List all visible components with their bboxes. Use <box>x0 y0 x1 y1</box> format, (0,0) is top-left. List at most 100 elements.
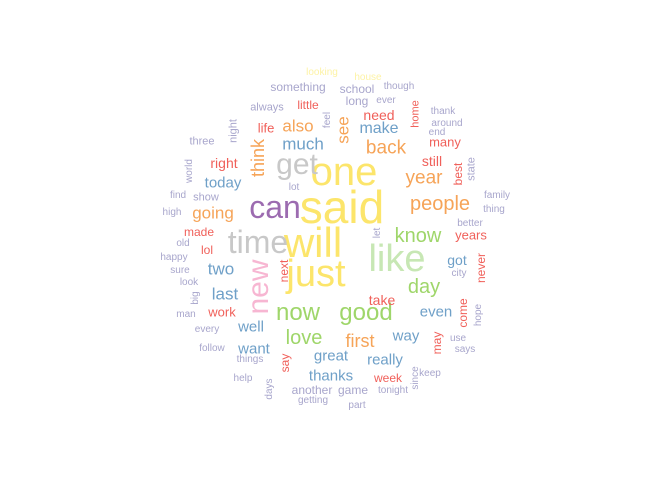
word-say: say <box>278 353 292 373</box>
word-years: years <box>455 227 487 243</box>
word-see: see <box>333 116 353 144</box>
word-day: day <box>407 276 441 298</box>
word-school: school <box>339 82 375 96</box>
word-said: said <box>299 181 385 233</box>
word-want: want <box>238 340 270 358</box>
word-two: two <box>207 259 235 279</box>
word-take: take <box>368 292 396 308</box>
word-high: high <box>162 207 182 218</box>
word-good: good <box>339 299 393 326</box>
word-new: new <box>242 259 275 315</box>
word-never: never <box>474 252 488 284</box>
word-lot: lot <box>288 182 300 193</box>
word-feel: feel <box>322 111 333 129</box>
word-thing: thing <box>483 204 505 215</box>
word-since: since <box>410 366 421 390</box>
word-three: three <box>189 135 215 148</box>
word-though: though <box>383 81 415 92</box>
word-man: man <box>176 309 196 320</box>
word-year: year <box>405 167 443 189</box>
word-home: home <box>409 100 422 128</box>
word-ever: ever <box>376 95 396 106</box>
word-follow: follow <box>199 343 225 354</box>
word-little: little <box>297 98 319 112</box>
word-well: well <box>238 318 264 336</box>
word-lol: lol <box>200 243 214 257</box>
word-much: much <box>282 134 324 154</box>
word-work: work <box>208 304 236 320</box>
word-love: love <box>285 327 323 349</box>
word-sure: sure <box>170 265 190 276</box>
word-happy: happy <box>160 252 188 263</box>
word-life: life <box>257 120 275 136</box>
word-around: around <box>431 118 463 129</box>
word-another: another <box>291 383 333 397</box>
word-end: end <box>428 127 446 138</box>
word-may: may <box>430 331 444 355</box>
word-now: now <box>275 299 321 326</box>
word-back: back <box>365 137 407 159</box>
word-also: also <box>282 116 314 136</box>
word-make: make <box>359 120 399 137</box>
word-night: night <box>227 119 240 143</box>
word-show: show <box>193 191 219 204</box>
word-use: use <box>449 333 467 344</box>
word-going: going <box>192 203 234 223</box>
word-will: will <box>283 219 343 266</box>
word-great: great <box>313 347 349 365</box>
word-first: first <box>345 331 375 351</box>
word-keep: keep <box>419 368 441 379</box>
word-family: family <box>483 190 511 201</box>
word-city: city <box>451 268 467 279</box>
word-big: big <box>190 291 201 305</box>
word-something: something <box>270 80 326 94</box>
word-know: know <box>394 225 442 247</box>
word-today: today <box>204 174 242 192</box>
word-next: next <box>277 259 291 283</box>
word-world: world <box>184 159 195 183</box>
word-even: even <box>419 303 453 321</box>
word-got: got <box>447 252 467 268</box>
word-tonight: tonight <box>377 385 409 396</box>
word-look: look <box>179 277 199 288</box>
word-says: says <box>454 344 476 355</box>
word-thank: thank <box>430 106 456 117</box>
word-get: get <box>276 148 318 181</box>
word-hope: hope <box>473 303 484 327</box>
word-made: made <box>183 225 215 239</box>
word-like: like <box>368 238 426 280</box>
word-think: think <box>248 138 268 178</box>
word-part: part <box>348 400 366 411</box>
word-getting: getting <box>297 395 329 406</box>
word-many: many <box>429 134 461 150</box>
word-can: can <box>249 189 301 225</box>
word-days: days <box>264 378 275 400</box>
word-every: every <box>194 324 220 335</box>
word-always: always <box>250 101 284 114</box>
word-help: help <box>233 373 253 384</box>
word-better: better <box>457 218 483 229</box>
word-come: come <box>456 298 470 328</box>
word-right: right <box>210 155 238 171</box>
word-really: really <box>367 351 403 369</box>
word-last: last <box>211 284 239 304</box>
word-game: game <box>337 383 369 397</box>
word-one: one <box>310 150 378 194</box>
word-thanks: thanks <box>308 367 354 385</box>
word-week: week <box>373 371 403 385</box>
word-people: people <box>409 193 471 215</box>
word-state: state <box>465 157 478 181</box>
word-house: house <box>354 72 382 83</box>
word-let: let <box>372 227 383 239</box>
word-just: just <box>286 253 346 295</box>
word-find: find <box>169 190 187 201</box>
word-old: old <box>176 238 190 249</box>
word-long: long <box>345 94 369 108</box>
word-things: things <box>236 354 264 365</box>
word-best: best <box>451 162 465 186</box>
word-need: need <box>363 107 395 123</box>
word-way: way <box>392 327 420 345</box>
word-still: still <box>421 153 443 169</box>
word-looking: looking <box>306 67 338 78</box>
